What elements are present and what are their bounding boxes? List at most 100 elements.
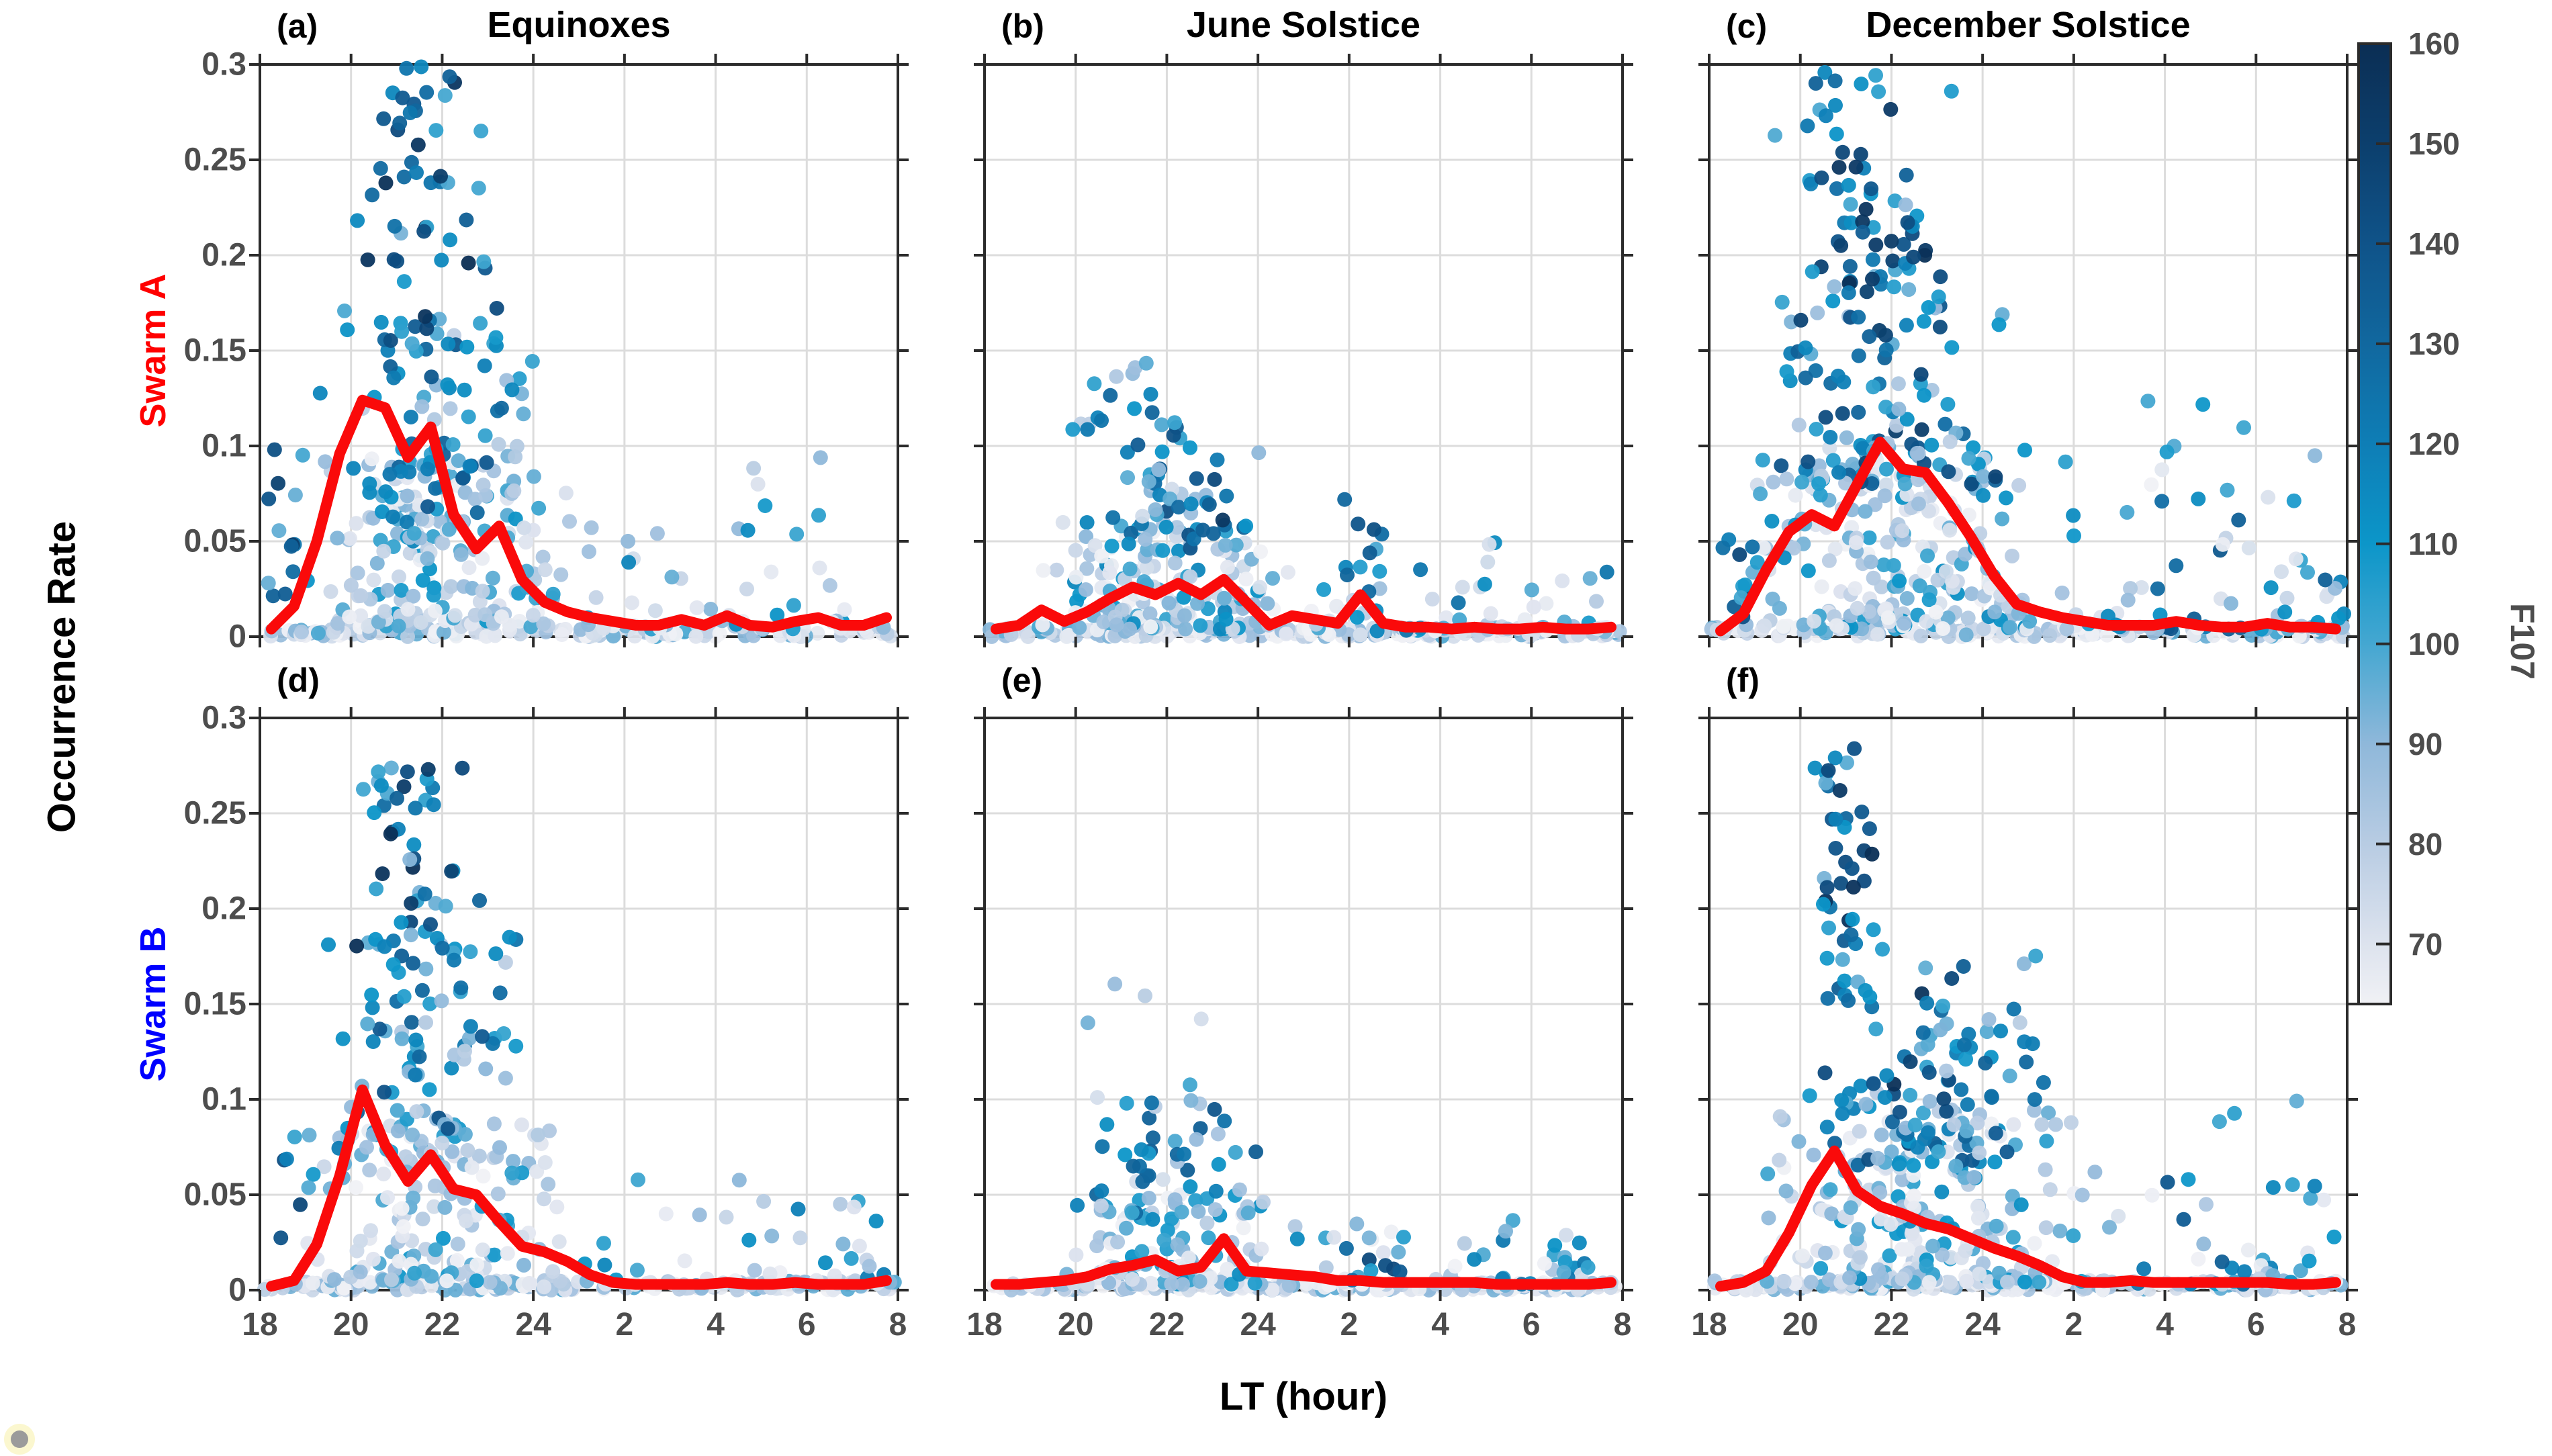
x-tick-label: 4	[1431, 1307, 1449, 1343]
scatter-point	[404, 336, 420, 351]
scatter-point	[2307, 1179, 2322, 1194]
scatter-point	[283, 539, 299, 554]
scatter-point	[2263, 580, 2279, 596]
scatter-point	[1870, 1150, 1886, 1166]
scatter-point	[418, 1015, 433, 1030]
scatter-point	[2191, 1251, 2206, 1267]
scatter-point	[1105, 510, 1121, 525]
scatter-point	[377, 604, 392, 619]
scatter-point	[1970, 1199, 1985, 1214]
scatter-point	[471, 1148, 487, 1164]
mean-occurrence-line	[991, 574, 1616, 635]
scatter-point	[384, 1272, 399, 1287]
scatter-point	[506, 483, 522, 498]
scatter-point	[1189, 471, 1204, 486]
scatter-point	[1776, 1274, 1792, 1289]
scatter-point	[1895, 1271, 1910, 1287]
y-tick-label: 0.3	[201, 700, 246, 736]
scatter-point	[1139, 560, 1154, 576]
scatter-point	[404, 1015, 419, 1030]
scatter-point	[2144, 477, 2159, 492]
scatter-point	[649, 526, 665, 541]
scatter-point	[1260, 596, 1275, 611]
scatter-point	[380, 1190, 395, 1205]
scatter-point	[1933, 269, 1948, 285]
scatter-point	[1970, 1210, 1986, 1226]
scatter-point	[1167, 1134, 1183, 1149]
scatter-point	[261, 491, 277, 506]
scatter-point	[658, 1206, 674, 1222]
scatter-point	[1289, 1231, 1305, 1246]
scatter-point	[1851, 404, 1866, 420]
scatter-point	[1897, 616, 1912, 631]
scatter-point	[2237, 1264, 2252, 1279]
scatter-point	[457, 1044, 472, 1059]
scatter-point	[261, 576, 276, 591]
scatter-point	[1903, 1054, 1918, 1069]
scatter-point	[1791, 417, 1807, 433]
scatter-point	[2017, 1274, 2032, 1289]
scatter-point	[492, 985, 508, 1001]
x-tick-label: 4	[2156, 1307, 2174, 1343]
scatter-point	[1935, 1247, 1950, 1263]
scatter-point	[441, 522, 457, 537]
scatter-point	[491, 437, 506, 452]
colorbar-ticks	[2376, 42, 2391, 946]
scatter-point	[500, 1246, 515, 1261]
scatter-point	[1832, 783, 1848, 798]
scatter-point	[1120, 470, 1135, 486]
scatter-point	[1556, 1265, 1571, 1280]
scatter-point	[1020, 629, 1036, 644]
scatter-point	[536, 1191, 551, 1207]
scatter-point	[408, 801, 423, 816]
scatter-point	[1895, 523, 1910, 539]
scatter-point	[1155, 1172, 1171, 1187]
scatter-point	[412, 1049, 427, 1064]
scatter-point	[2265, 1180, 2281, 1195]
scatter-point	[1880, 535, 1895, 550]
scatter-point	[406, 526, 422, 541]
scatter-point	[1829, 618, 1844, 633]
scatter-point	[1827, 750, 1843, 766]
scatter-point	[1899, 167, 1914, 183]
scatter-point	[1035, 617, 1050, 633]
scatter-point	[536, 616, 551, 631]
scatter-point	[1145, 1212, 1160, 1227]
mean-occurrence-line	[266, 1084, 892, 1292]
scatter-point	[1079, 515, 1095, 530]
scatter-point	[414, 983, 430, 998]
scatter-point	[1141, 474, 1156, 490]
scatter-point	[1351, 516, 1366, 532]
scatter-point	[2059, 621, 2075, 637]
x-tick-label: 6	[1522, 1307, 1541, 1343]
scatter-point	[1143, 619, 1158, 635]
scatter-point	[1135, 508, 1150, 524]
y-tick-label: 0.05	[183, 523, 246, 559]
scatter-point	[1480, 554, 1496, 570]
scatter-point	[1104, 539, 1120, 554]
scatter-point	[1788, 488, 1803, 503]
scatter-point	[2036, 1075, 2051, 1090]
scatter-point	[1981, 1012, 1997, 1027]
x-tick-label: 20	[1058, 1307, 1094, 1343]
scatter-point	[445, 437, 461, 452]
scatter-point	[378, 484, 394, 500]
scatter-point	[343, 578, 359, 593]
scatter-point	[2196, 1236, 2212, 1252]
scatter-point	[2316, 1192, 2332, 1208]
scatter-point	[1919, 995, 1935, 1011]
scatter-point	[1999, 490, 2013, 506]
scatter-point	[342, 609, 357, 625]
scatter-point	[1932, 320, 1948, 334]
scatter-point	[385, 509, 400, 525]
scatter-point	[360, 1016, 375, 1032]
scatter-point	[1207, 1202, 1223, 1218]
scatter-point	[457, 382, 472, 398]
scatter-point	[464, 1160, 480, 1175]
scatter-point	[1753, 486, 1768, 502]
scatter-point	[1817, 64, 1833, 80]
scatter-point	[2027, 1236, 2042, 1251]
scatter-point	[2285, 1177, 2300, 1192]
scatter-point	[1868, 1021, 1884, 1037]
scatter-point	[2191, 491, 2206, 506]
